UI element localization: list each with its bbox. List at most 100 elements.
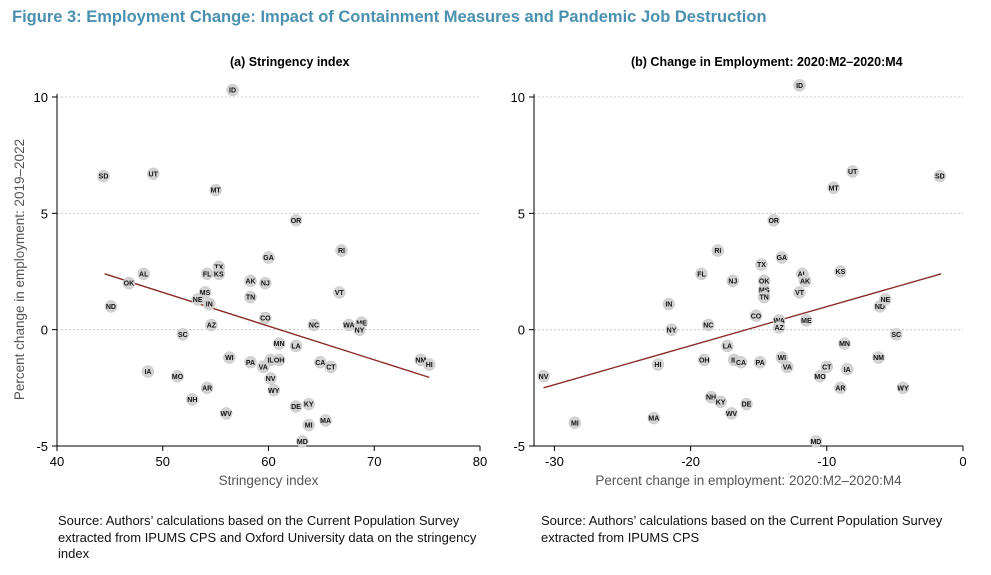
- data-point: MN: [272, 337, 286, 350]
- point-label: MA: [648, 416, 659, 423]
- point-label: OR: [291, 218, 302, 225]
- data-point: OH: [697, 353, 711, 367]
- data-point: MA: [647, 411, 661, 425]
- point-marker: [272, 337, 286, 350]
- point-label: GA: [777, 255, 788, 262]
- x-tick-label: 60: [261, 454, 275, 469]
- point-label: LA: [291, 344, 300, 351]
- point-label: IA: [144, 369, 151, 376]
- data-point: AZ: [205, 318, 218, 332]
- point-marker: [205, 318, 218, 332]
- point-label: NE: [193, 297, 203, 304]
- point-marker: [324, 360, 338, 374]
- data-point: OR: [289, 214, 303, 227]
- data-point: NJ: [726, 274, 740, 288]
- y-tick-label: -5: [513, 439, 525, 454]
- point-marker: [186, 393, 199, 406]
- point-label: MD: [810, 439, 821, 446]
- data-point: ID: [793, 79, 806, 92]
- data-point: RI: [335, 244, 348, 257]
- data-point: WV: [725, 407, 738, 420]
- data-point: AZ: [772, 321, 786, 334]
- point-marker: [734, 355, 748, 369]
- point-label: KS: [214, 271, 224, 278]
- data-point: KY: [302, 397, 315, 411]
- point-marker: [223, 351, 236, 364]
- point-marker: [896, 381, 910, 395]
- point-marker: [267, 383, 281, 397]
- point-label: OH: [699, 358, 710, 365]
- point-label: NJ: [728, 278, 737, 285]
- point-marker: [726, 274, 740, 288]
- data-point: MI: [568, 416, 582, 429]
- data-point: NH: [186, 393, 199, 406]
- point-label: PA: [755, 360, 764, 367]
- data-point: NC: [702, 318, 715, 332]
- point-label: NV: [266, 376, 276, 383]
- data-point: NE: [879, 293, 892, 306]
- point-marker: [665, 323, 678, 336]
- point-label: TN: [246, 295, 255, 302]
- data-point: VA: [256, 360, 270, 374]
- point-label: WV: [221, 411, 233, 418]
- point-marker: [695, 267, 708, 281]
- y-axis-label: Percent change in employment: 2019–2022: [12, 139, 27, 400]
- point-label: LA: [723, 344, 732, 351]
- point-label: AK: [245, 278, 255, 285]
- point-marker: [721, 339, 734, 353]
- data-point: WI: [223, 351, 236, 364]
- point-marker: [662, 297, 676, 311]
- fit-line: [543, 273, 942, 389]
- point-marker: [647, 411, 661, 425]
- data-point: MD: [809, 435, 823, 448]
- point-marker: [772, 321, 786, 334]
- point-label: TX: [757, 262, 766, 269]
- data-point: AR: [834, 381, 847, 395]
- point-marker: [289, 400, 303, 413]
- data-point: CT: [820, 360, 834, 374]
- point-marker: [775, 251, 789, 264]
- data-point: OK: [122, 276, 136, 290]
- point-label: GA: [263, 255, 274, 262]
- data-point: PA: [753, 355, 767, 369]
- data-point: OH: [272, 353, 286, 367]
- data-point: NM: [872, 351, 885, 364]
- point-label: MT: [211, 188, 222, 195]
- panel-b-source: Source: Authors’ calculations based on t…: [541, 513, 943, 545]
- data-point: DE: [289, 400, 303, 413]
- point-marker: [307, 318, 321, 332]
- point-marker: [697, 353, 711, 367]
- data-point: SC: [176, 328, 190, 341]
- point-marker: [755, 258, 768, 271]
- point-marker: [296, 435, 309, 448]
- point-label: UT: [149, 171, 159, 178]
- point-marker: [827, 181, 840, 194]
- point-label: OK: [124, 281, 135, 288]
- x-tick-label: 40: [50, 454, 64, 469]
- data-point: AK: [798, 274, 812, 288]
- point-marker: [171, 369, 184, 383]
- point-marker: [840, 362, 854, 376]
- point-label: VA: [259, 364, 268, 371]
- point-marker: [793, 286, 806, 299]
- x-axis-label: Stringency index: [219, 473, 319, 488]
- data-point: CO: [749, 309, 763, 322]
- point-label: ND: [875, 304, 885, 311]
- point-label: AZ: [774, 325, 784, 332]
- point-label: AR: [835, 385, 845, 392]
- point-label: IL: [267, 358, 274, 365]
- data-point: SD: [97, 169, 110, 183]
- point-marker: [264, 372, 277, 385]
- point-marker: [122, 276, 136, 290]
- scatter-chart-a: -5 0 5 10 40 50 60 70 80 Stringency index Percent …: [12, 83, 487, 488]
- y-tick-label: -5: [36, 439, 48, 454]
- data-point: PA: [244, 355, 257, 369]
- point-marker: [141, 365, 155, 378]
- point-label: OK: [759, 278, 770, 285]
- data-point: WA: [342, 318, 356, 332]
- point-marker: [302, 397, 315, 411]
- data-point: RI: [711, 244, 725, 257]
- point-label: PA: [246, 360, 255, 367]
- panel-a-source: Source: Authors’ calculations based on t…: [58, 513, 477, 561]
- point-label: UT: [848, 169, 858, 176]
